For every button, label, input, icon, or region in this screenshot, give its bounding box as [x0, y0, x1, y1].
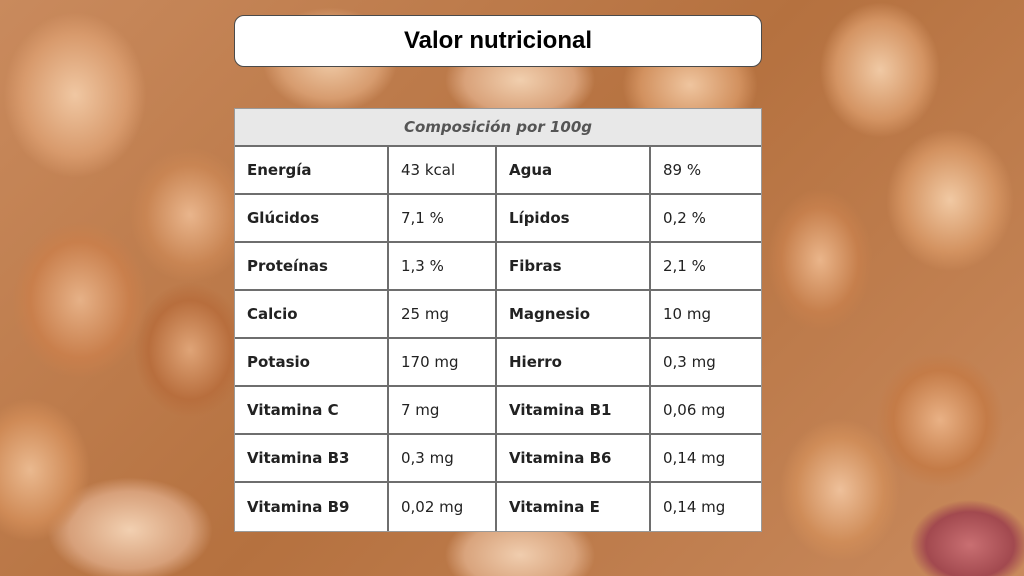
- nutrient-value: 43 kcal: [389, 147, 497, 193]
- nutrient-value: 2,1 %: [663, 257, 706, 275]
- nutrient-value: 0,2 %: [663, 209, 706, 227]
- nutrient-value: 0,02 mg: [389, 483, 497, 531]
- nutrient-name: Vitamina B9: [235, 483, 389, 531]
- nutrient-name: Potasio: [235, 339, 389, 385]
- nutrient-value: 7,1 %: [389, 195, 497, 241]
- nutrient-name: Vitamina B3: [235, 435, 389, 481]
- nutrient-name: Fibras: [497, 243, 651, 289]
- nutrient-value: 0,06 mg: [663, 401, 726, 419]
- nutrient-value: 0,14 mg: [663, 498, 726, 516]
- nutrient-value: 0,3 mg: [663, 353, 716, 371]
- nutrient-value: 0,14 mg: [663, 449, 726, 467]
- nutrient-value: 89 %: [663, 161, 702, 179]
- table-row: Energía 43 kcal Agua 89 %: [235, 147, 761, 195]
- nutrient-name: Agua: [497, 147, 651, 193]
- nutrient-value: 10 mg: [663, 305, 711, 323]
- nutrient-value: 0,3 mg: [389, 435, 497, 481]
- table-header: Composición por 100g: [235, 109, 761, 147]
- table-row: Potasio 170 mg Hierro 0,3 mg: [235, 339, 761, 387]
- nutrient-name: Vitamina E: [497, 483, 651, 531]
- table-row: Vitamina B3 0,3 mg Vitamina B6 0,14 mg: [235, 435, 761, 483]
- slide-title: Valor nutricional: [234, 15, 762, 67]
- nutrient-value: 25 mg: [389, 291, 497, 337]
- nutrient-value: 1,3 %: [389, 243, 497, 289]
- nutrient-name: Lípidos: [497, 195, 651, 241]
- table-row: Proteínas 1,3 % Fibras 2,1 %: [235, 243, 761, 291]
- nutrient-value: 170 mg: [389, 339, 497, 385]
- nutrient-name: Energía: [235, 147, 389, 193]
- nutrient-name: Vitamina B6: [497, 435, 651, 481]
- nutrient-value: 7 mg: [389, 387, 497, 433]
- nutrient-name: Vitamina C: [235, 387, 389, 433]
- nutrient-name: Proteínas: [235, 243, 389, 289]
- table-row: Glúcidos 7,1 % Lípidos 0,2 %: [235, 195, 761, 243]
- nutrient-name: Glúcidos: [235, 195, 389, 241]
- nutrient-name: Calcio: [235, 291, 389, 337]
- table-row: Vitamina C 7 mg Vitamina B1 0,06 mg: [235, 387, 761, 435]
- table-row: Calcio 25 mg Magnesio 10 mg: [235, 291, 761, 339]
- nutrient-name: Vitamina B1: [497, 387, 651, 433]
- nutrient-name: Hierro: [497, 339, 651, 385]
- nutrition-table: Composición por 100g Energía 43 kcal Agu…: [234, 108, 762, 532]
- table-row: Vitamina B9 0,02 mg Vitamina E 0,14 mg: [235, 483, 761, 531]
- nutrient-name: Magnesio: [497, 291, 651, 337]
